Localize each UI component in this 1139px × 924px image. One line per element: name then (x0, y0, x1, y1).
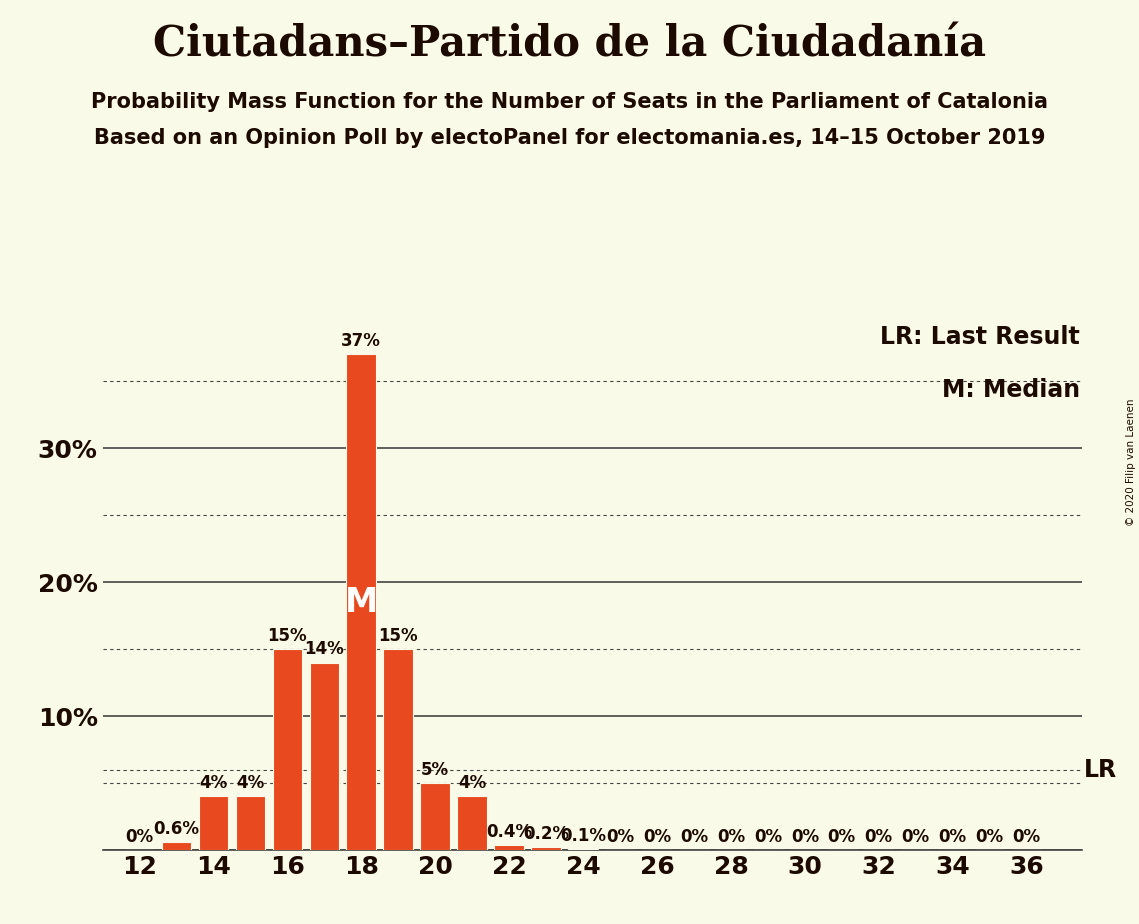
Text: 4%: 4% (458, 774, 486, 793)
Text: 5%: 5% (421, 761, 449, 779)
Text: LR: LR (1084, 758, 1117, 782)
Text: 0%: 0% (1013, 828, 1041, 846)
Text: 0%: 0% (865, 828, 893, 846)
Bar (494, 845, 524, 850)
Text: M: Median: M: Median (942, 379, 1080, 403)
Text: 0.6%: 0.6% (154, 820, 199, 838)
Text: 4%: 4% (236, 774, 264, 793)
Text: 0%: 0% (828, 828, 855, 846)
Text: LR: Last Result: LR: Last Result (880, 325, 1080, 349)
Bar (198, 796, 228, 850)
Text: © 2020 Filip van Laenen: © 2020 Filip van Laenen (1126, 398, 1136, 526)
Bar (346, 355, 376, 850)
Text: 0%: 0% (939, 828, 967, 846)
Text: 15%: 15% (378, 627, 418, 645)
Text: 4%: 4% (199, 774, 228, 793)
Text: Based on an Opinion Poll by electoPanel for electomania.es, 14–15 October 2019: Based on an Opinion Poll by electoPanel … (93, 128, 1046, 148)
Text: Probability Mass Function for the Number of Seats in the Parliament of Catalonia: Probability Mass Function for the Number… (91, 92, 1048, 113)
Text: 0%: 0% (716, 828, 745, 846)
Text: 0%: 0% (125, 828, 154, 846)
Bar (384, 649, 413, 850)
Text: 0%: 0% (606, 828, 634, 846)
Text: 15%: 15% (268, 627, 308, 645)
Bar (310, 663, 339, 850)
Bar (162, 842, 191, 850)
Bar (531, 847, 560, 850)
Text: Ciutadans–Partido de la Ciudadanía: Ciutadans–Partido de la Ciudadanía (153, 23, 986, 65)
Text: 0%: 0% (976, 828, 1003, 846)
Text: 0%: 0% (754, 828, 781, 846)
Text: 0.2%: 0.2% (523, 825, 570, 844)
Bar (568, 849, 598, 850)
Text: 37%: 37% (342, 333, 382, 350)
Text: M: M (345, 586, 378, 619)
Text: 0%: 0% (680, 828, 708, 846)
Bar (458, 796, 487, 850)
Text: 0%: 0% (642, 828, 671, 846)
Text: 14%: 14% (304, 640, 344, 659)
Text: 0.1%: 0.1% (560, 827, 606, 845)
Bar (420, 784, 450, 850)
Text: 0%: 0% (790, 828, 819, 846)
Bar (236, 796, 265, 850)
Text: 0%: 0% (902, 828, 929, 846)
Text: 0.4%: 0.4% (486, 822, 532, 841)
Bar (272, 649, 302, 850)
